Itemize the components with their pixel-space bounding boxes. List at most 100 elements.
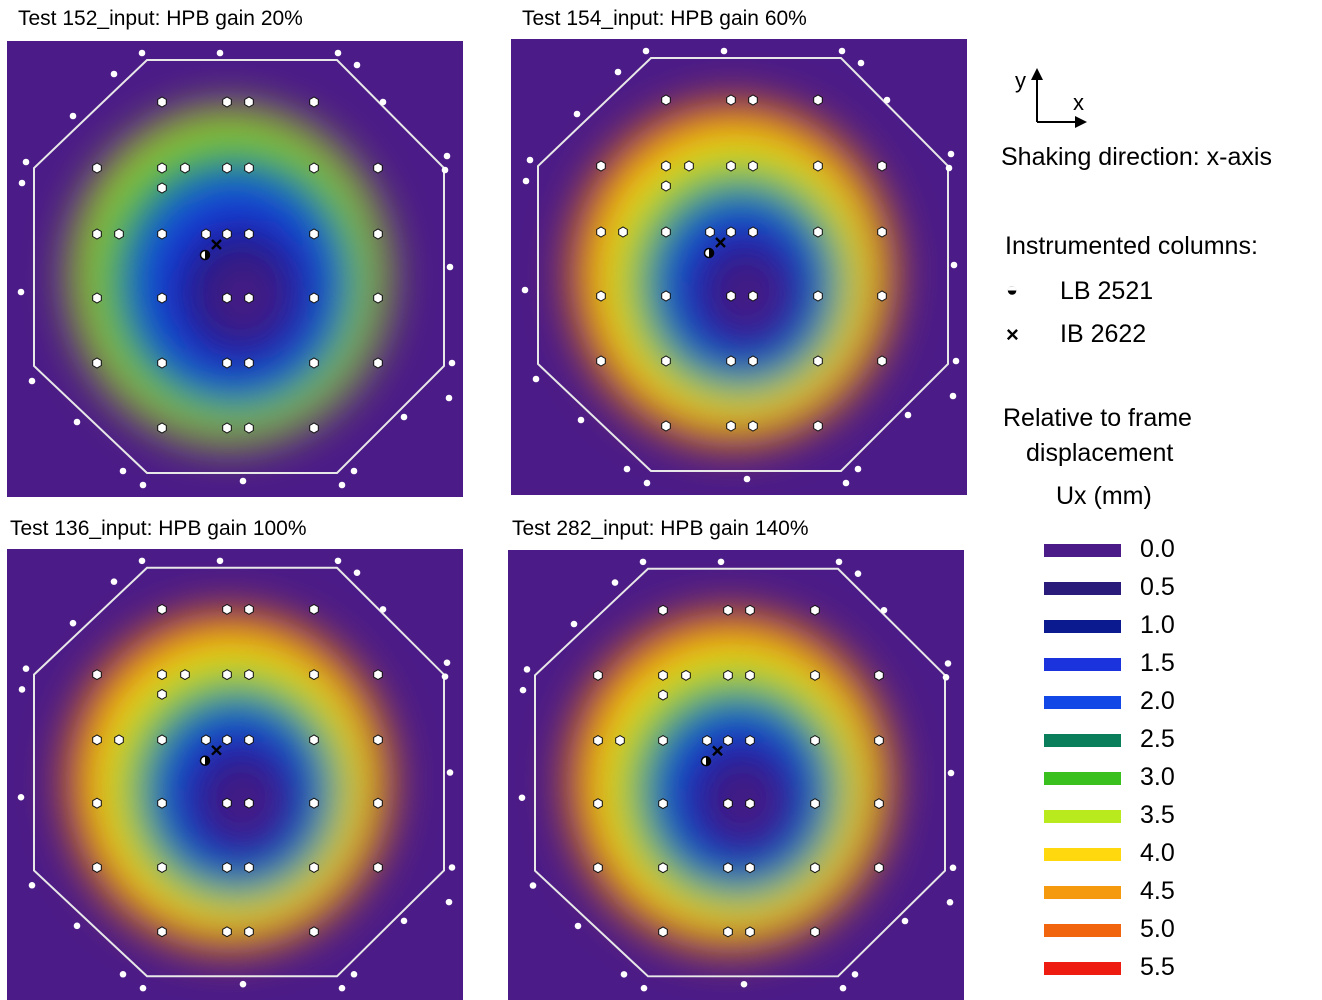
ring-dot: [18, 179, 26, 187]
column-marker: [726, 290, 736, 302]
ring-dot: [642, 47, 650, 55]
ring-dot: [445, 394, 453, 402]
column-marker: [874, 734, 884, 746]
column-marker: [661, 160, 671, 172]
column-marker: [244, 228, 254, 240]
lb-marker-half: [709, 248, 714, 258]
ring-dot: [138, 557, 146, 565]
ring-dot: [334, 49, 342, 57]
ring-dot: [216, 557, 224, 565]
ring-dot: [139, 481, 147, 489]
column-marker: [222, 228, 232, 240]
column-marker: [309, 162, 319, 174]
column-marker: [309, 797, 319, 809]
column-marker: [748, 290, 758, 302]
column-marker: [658, 669, 668, 681]
legend-swatch-5.5: [1044, 962, 1121, 975]
column-marker: [373, 357, 383, 369]
heatmap-panel-3: [7, 549, 463, 1000]
column-marker: [596, 160, 606, 172]
legend-label-0.5: 0.5: [1140, 573, 1175, 601]
legend-title-line1: Relative to frame: [1003, 404, 1192, 432]
ring-dot: [441, 166, 449, 174]
legend-area: y x Shaking direction: x-axis Instrument…: [1000, 0, 1322, 1000]
legend-swatch-1.0: [1044, 620, 1121, 633]
lb-label: LB 2521: [1060, 277, 1154, 305]
column-marker: [222, 861, 232, 873]
column-marker: [658, 798, 668, 810]
column-marker: [373, 228, 383, 240]
legend-swatch-3.5: [1044, 810, 1121, 823]
ring-dot: [519, 686, 527, 694]
ring-dot: [839, 984, 847, 992]
ring-dot: [350, 467, 358, 475]
lb-symbol-icon: ◒: [1006, 279, 1019, 301]
ring-dot: [623, 465, 631, 473]
ring-dot: [901, 917, 909, 925]
panel-title-2: Test 154_input: HPB gain 60%: [522, 7, 807, 30]
column-marker: [309, 926, 319, 938]
heatmap-panel-2: [511, 39, 967, 495]
column-marker: [222, 603, 232, 615]
lb-marker-half: [205, 756, 210, 766]
column-marker: [309, 228, 319, 240]
column-marker: [244, 669, 254, 681]
axis-y-glyph: y: [1015, 68, 1026, 93]
ring-dot: [353, 569, 361, 577]
legend-unit: Ux (mm): [1056, 482, 1152, 510]
column-marker: [222, 162, 232, 174]
legend-label-4.5: 4.5: [1140, 877, 1175, 905]
column-marker: [596, 355, 606, 367]
ring-dot: [379, 606, 387, 613]
column-marker: [222, 734, 232, 746]
legend-swatch-4.0: [1044, 848, 1121, 861]
column-marker: [244, 162, 254, 174]
column-marker: [810, 862, 820, 874]
column-marker: [810, 926, 820, 938]
legend-label-1.5: 1.5: [1140, 649, 1175, 677]
tank-outline: [33, 59, 445, 474]
column-marker: [745, 669, 755, 681]
legend-label-5.5: 5.5: [1140, 953, 1175, 981]
ring-dot: [942, 674, 950, 681]
column-marker: [661, 420, 671, 432]
ring-dot: [338, 481, 346, 489]
column-marker: [618, 226, 628, 238]
column-marker: [157, 292, 167, 304]
column-marker: [244, 734, 254, 746]
legend-swatch-4.5: [1044, 886, 1121, 899]
column-marker: [373, 861, 383, 873]
ring-dot: [522, 177, 530, 185]
ring-dot: [946, 899, 954, 906]
column-marker: [745, 862, 755, 874]
ring-dot: [573, 110, 581, 118]
ring-dot: [842, 479, 850, 487]
ring-dot: [379, 98, 387, 106]
legend-swatch-2.5: [1044, 734, 1121, 747]
column-marker: [92, 292, 102, 304]
column-marker: [813, 290, 823, 302]
column-marker: [661, 290, 671, 302]
column-marker: [723, 862, 733, 874]
ring-dot: [22, 158, 30, 166]
column-marker: [877, 160, 887, 172]
column-marker: [92, 357, 102, 369]
ring-dot: [110, 578, 118, 585]
ring-dot: [22, 665, 30, 672]
column-marker: [877, 290, 887, 302]
ring-dot: [518, 794, 526, 801]
ring-dot: [720, 47, 728, 55]
column-marker: [726, 355, 736, 367]
ring-dot: [139, 984, 147, 992]
column-marker: [658, 604, 668, 616]
ring-dot: [239, 477, 247, 485]
column-marker: [114, 228, 124, 240]
axis-x-glyph: x: [1073, 90, 1084, 115]
column-marker: [157, 797, 167, 809]
ring-dot: [443, 152, 451, 160]
column-marker: [726, 420, 736, 432]
ring-dot: [854, 570, 862, 577]
ring-dot: [400, 917, 408, 925]
panel-title-4: Test 282_input: HPB gain 140%: [512, 517, 809, 540]
column-marker: [593, 734, 603, 746]
